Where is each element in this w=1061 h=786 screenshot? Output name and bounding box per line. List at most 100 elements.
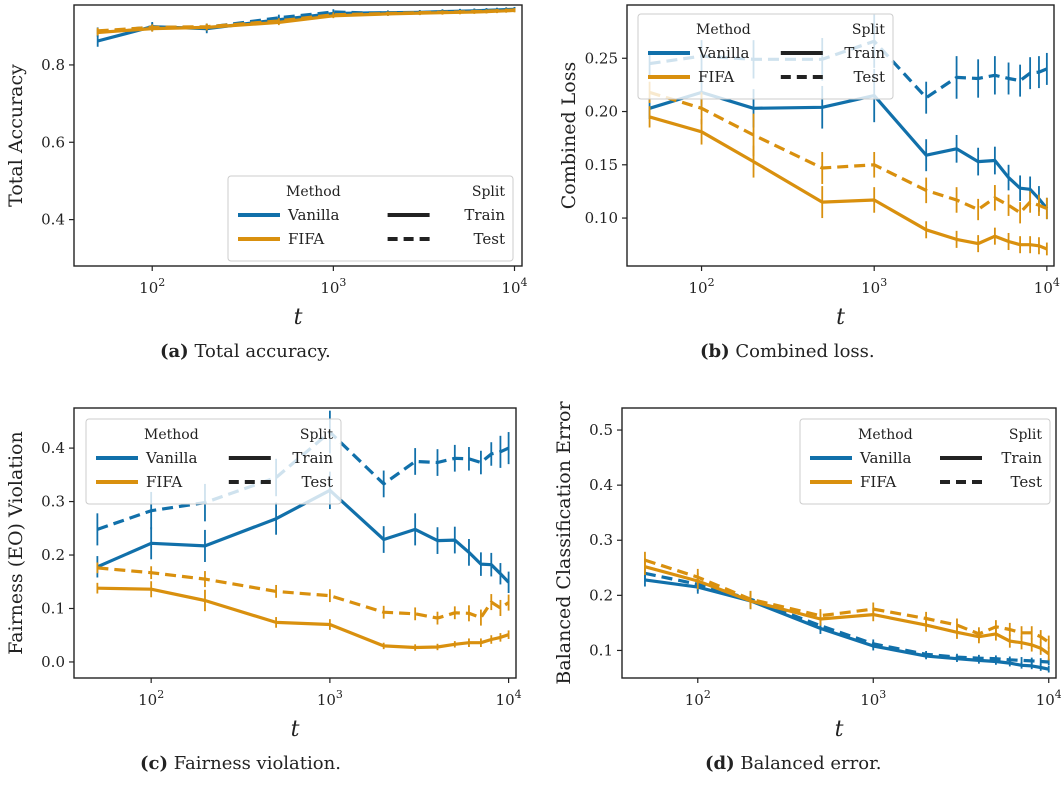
x-tick-label: 102 — [139, 276, 165, 297]
y-tick-label: 0.0 — [41, 653, 65, 671]
legend-method-title: Method — [696, 22, 751, 38]
x-axis-label: t — [835, 717, 844, 742]
caption-c: (c) Fairness violation. — [140, 753, 341, 774]
series-line-fifa-test — [649, 90, 1048, 215]
y-tick-label: 0.10 — [585, 209, 618, 227]
legend-label-train: Train — [844, 44, 885, 62]
legend-split-title: Split — [472, 184, 506, 200]
x-tick-label: 103 — [860, 688, 886, 709]
y-tick-label: 0.8 — [41, 56, 65, 74]
legend-box — [799, 418, 1051, 505]
y-tick-label: 0.4 — [41, 211, 65, 229]
caption-d-label: (d) — [705, 753, 735, 774]
caption-b-text: Combined loss. — [735, 341, 875, 362]
legend-label-test: Test — [1011, 473, 1042, 491]
x-tick-label: 103 — [320, 276, 346, 297]
y-tick-label: 0.4 — [41, 439, 65, 457]
x-axis-label: t — [836, 305, 845, 330]
legend-label-fifa: FIFA — [288, 230, 324, 248]
x-tick-label: 102 — [138, 688, 164, 709]
legend-label-fifa: FIFA — [860, 473, 896, 491]
plot-frame — [73, 407, 517, 679]
legend-box — [85, 418, 342, 505]
series-line-fifa-train — [97, 586, 510, 650]
legend-label-train: Train — [464, 206, 505, 224]
series-line-vanilla-train — [649, 90, 1049, 210]
legend-label-vanilla: Vanilla — [859, 449, 911, 467]
y-tick-label: 0.5 — [589, 421, 613, 439]
x-tick-label: 102 — [685, 688, 711, 709]
series-line-fifa-test — [97, 566, 510, 620]
legend: Method Split Vanilla FIFA Train Test — [85, 418, 342, 505]
x-tick-label: 103 — [861, 276, 887, 297]
plot-frame — [626, 4, 1055, 267]
y-axis-label: Fairness (EO) Violation — [5, 431, 27, 654]
series-line-vanilla-train — [644, 578, 1050, 671]
x-tick-label: 104 — [1036, 688, 1061, 709]
x-tick-label: 104 — [501, 276, 527, 297]
caption-a: (a) Total accuracy. — [160, 341, 331, 362]
caption-b: (b) Combined loss. — [700, 341, 875, 362]
series-line-fifa-test — [644, 558, 1050, 644]
legend-label-test: Test — [302, 473, 333, 491]
series-line-fifa-train — [97, 8, 515, 35]
plot-frame — [73, 4, 523, 267]
x-axis-label: t — [291, 717, 300, 742]
y-tick-label: 0.2 — [41, 546, 65, 564]
caption-a-text: Total accuracy. — [194, 341, 331, 362]
series-group — [644, 551, 1050, 673]
legend-label-test: Test — [854, 68, 885, 86]
series-line-fifa-train — [644, 565, 1050, 656]
panel-c-fairness-violation: 102 103 104 0.0 0.1 0.2 0.3 0.4 t Fairness (EO) V… — [5, 407, 522, 742]
legend-label-test: Test — [474, 230, 505, 248]
legend-label-train: Train — [292, 449, 333, 467]
legend-method-title: Method — [286, 184, 341, 200]
x-tick-label: 104 — [1034, 276, 1060, 297]
legend-label-fifa: FIFA — [146, 473, 182, 491]
caption-a-label: (a) — [160, 341, 189, 362]
caption-d-text: Balanced error. — [740, 753, 882, 774]
y-tick-label: 0.25 — [585, 49, 618, 67]
caption-b-label: (b) — [700, 341, 730, 362]
y-tick-label: 0.3 — [589, 531, 613, 549]
legend-split-title: Split — [300, 427, 334, 443]
y-tick-label: 0.6 — [41, 133, 65, 151]
legend-method-title: Method — [144, 427, 199, 443]
legend-label-vanilla: Vanilla — [145, 449, 197, 467]
panel-b-combined-loss: 102 103 104 0.10 0.15 0.20 0.25 t Combined Loss M… — [558, 4, 1060, 330]
panel-d-balanced-error: 102 103 104 0.1 0.2 0.3 0.4 0.5 t Balanced Classi… — [553, 401, 1061, 742]
y-axis-label: Combined Loss — [558, 62, 580, 209]
y-tick-label: 0.20 — [585, 103, 618, 121]
y-axis-label: Total Accuracy — [5, 64, 27, 207]
y-tick-label: 0.15 — [585, 156, 618, 174]
y-tick-label: 0.2 — [589, 586, 613, 604]
legend: Method Split Vanilla FIFA Train Test — [227, 175, 514, 262]
x-axis-label: t — [294, 305, 303, 330]
x-tick-label: 104 — [496, 688, 522, 709]
plot-frame — [621, 407, 1057, 679]
legend-label-vanilla: Vanilla — [697, 44, 749, 62]
panel-a-total-accuracy: 102 103 104 0.4 0.6 0.8 t Total Accuracy Method S… — [5, 4, 528, 330]
legend-split-title: Split — [1009, 427, 1043, 443]
y-axis-label: Balanced Classification Error — [553, 401, 575, 685]
legend: Method Split Vanilla FIFA Train Test — [637, 13, 894, 100]
legend-label-fifa: FIFA — [698, 68, 734, 86]
legend-box — [637, 13, 894, 100]
series-line-vanilla-test — [649, 39, 1048, 100]
legend-label-vanilla: Vanilla — [287, 206, 339, 224]
series-line-vanilla-train — [96, 488, 510, 584]
caption-d: (d) Balanced error. — [705, 753, 881, 774]
legend-label-train: Train — [1001, 449, 1042, 467]
series-line-fifa-train — [649, 115, 1048, 251]
series-group — [96, 6, 516, 47]
y-tick-label: 0.4 — [589, 476, 613, 494]
y-tick-label: 0.1 — [41, 599, 65, 617]
caption-c-text: Fairness violation. — [173, 753, 341, 774]
y-tick-label: 0.1 — [589, 641, 613, 659]
caption-c-label: (c) — [140, 753, 168, 774]
legend: Method Split Vanilla FIFA Train Test — [799, 418, 1051, 505]
y-tick-label: 0.3 — [41, 493, 65, 511]
legend-method-title: Method — [858, 427, 913, 443]
legend-box — [227, 175, 514, 262]
